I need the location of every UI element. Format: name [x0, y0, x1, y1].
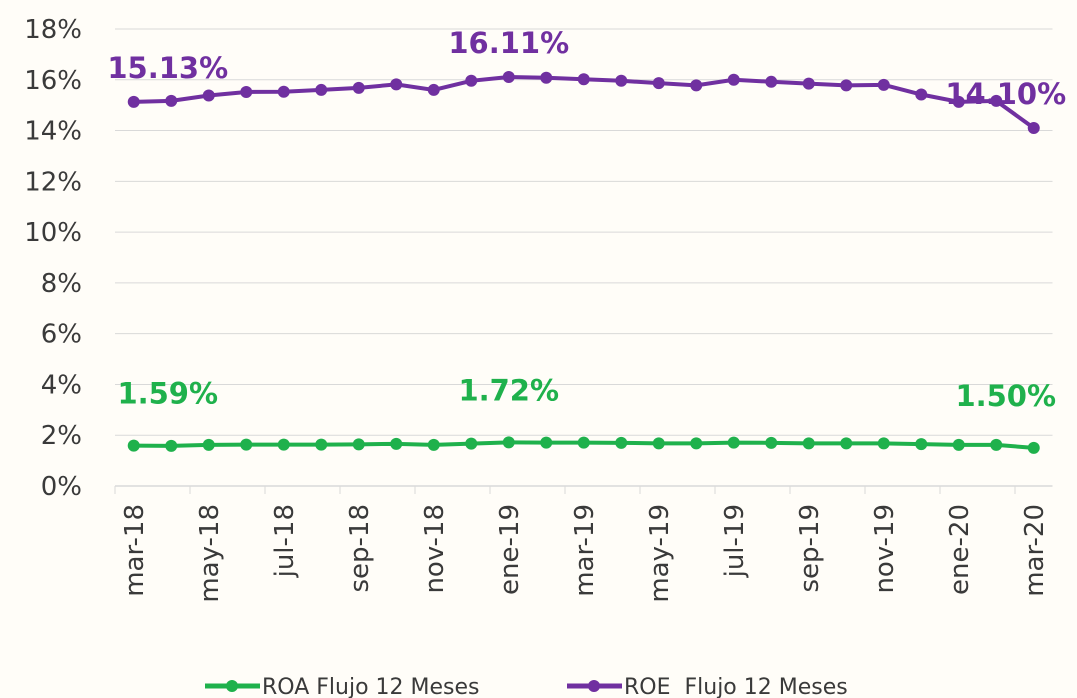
- point: [315, 438, 328, 451]
- point: [577, 73, 590, 86]
- y-tick-label: 14%: [24, 117, 82, 147]
- data-label: 16.11%: [448, 26, 569, 60]
- point: [577, 436, 590, 449]
- y-tick-label: 6%: [41, 320, 82, 350]
- x-tick-label: mar-19: [570, 504, 600, 597]
- point: [240, 85, 253, 98]
- point: [390, 78, 403, 91]
- point: [727, 436, 740, 449]
- point: [952, 438, 965, 451]
- point: [165, 439, 178, 452]
- point: [540, 436, 553, 449]
- y-tick-label: 4%: [41, 370, 82, 400]
- x-tick-label: sep-19: [795, 504, 825, 593]
- point: [127, 95, 140, 108]
- legend-label: ROE Flujo 12 Meses: [624, 675, 848, 698]
- point: [465, 437, 478, 450]
- point: [652, 77, 665, 90]
- point: [915, 88, 928, 101]
- data-label: 15.13%: [107, 51, 228, 85]
- y-tick-label: 8%: [41, 269, 82, 299]
- point: [1027, 122, 1040, 135]
- legend-marker: [588, 680, 600, 692]
- point: [502, 436, 515, 449]
- point: [690, 437, 703, 450]
- point: [277, 438, 290, 451]
- point: [502, 70, 515, 83]
- legend-label: ROA Flujo 12 Meses: [262, 675, 480, 698]
- x-tick-label: may-18: [195, 504, 225, 603]
- x-tick-label: mar-18: [120, 504, 150, 597]
- data-label: 1.50%: [955, 379, 1056, 413]
- x-tick-label: jul-19: [720, 504, 750, 578]
- data-label: 1.59%: [117, 377, 218, 411]
- point: [802, 437, 815, 450]
- point: [615, 74, 628, 87]
- point: [540, 71, 553, 84]
- point: [352, 81, 365, 94]
- y-tick-label: 16%: [24, 66, 82, 96]
- point: [390, 437, 403, 450]
- point: [877, 78, 890, 91]
- x-tick-label: nov-18: [420, 504, 450, 594]
- point: [990, 438, 1003, 451]
- x-tick-label: nov-19: [870, 504, 900, 594]
- y-tick-label: 2%: [41, 421, 82, 451]
- data-label: 1.72%: [458, 373, 559, 407]
- y-tick-label: 10%: [24, 218, 82, 248]
- point: [240, 438, 253, 451]
- point: [165, 94, 178, 107]
- point: [615, 436, 628, 449]
- data-label: 14.10%: [945, 77, 1066, 111]
- point: [690, 79, 703, 92]
- point: [127, 439, 140, 452]
- point: [1027, 441, 1040, 454]
- x-tick-label: ene-19: [495, 504, 525, 595]
- point: [427, 438, 440, 451]
- x-tick-label: sep-18: [345, 504, 375, 593]
- point: [727, 73, 740, 86]
- point: [652, 437, 665, 450]
- point: [765, 75, 778, 88]
- point: [802, 77, 815, 90]
- point: [202, 438, 215, 451]
- point: [427, 83, 440, 96]
- legend-marker: [226, 680, 238, 692]
- point: [877, 437, 890, 450]
- point: [277, 85, 290, 98]
- x-tick-label: may-19: [645, 504, 675, 603]
- point: [952, 95, 965, 108]
- point: [765, 436, 778, 449]
- point: [315, 83, 328, 96]
- point: [915, 438, 928, 451]
- x-tick-label: ene-20: [945, 504, 975, 595]
- point: [465, 74, 478, 87]
- point: [352, 438, 365, 451]
- point: [990, 94, 1003, 107]
- point: [202, 89, 215, 102]
- point: [840, 437, 853, 450]
- point: [840, 79, 853, 92]
- x-tick-label: mar-20: [1020, 504, 1050, 597]
- y-tick-label: 12%: [24, 167, 82, 197]
- y-tick-label: 0%: [41, 472, 82, 502]
- x-tick-label: jul-18: [270, 504, 300, 578]
- y-tick-label: 18%: [24, 15, 82, 45]
